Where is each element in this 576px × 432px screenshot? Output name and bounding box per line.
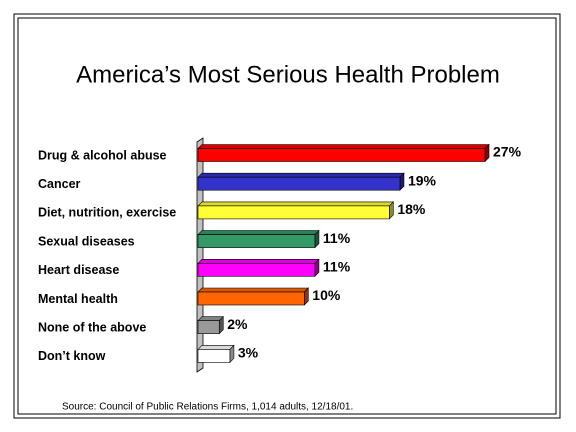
value-label: 11% <box>323 230 351 246</box>
bar-top <box>197 230 320 235</box>
chart-title: America’s Most Serious Health Problem <box>76 61 500 88</box>
bar <box>197 320 220 335</box>
bar-top <box>197 144 490 149</box>
bar <box>197 262 316 277</box>
bar-top <box>197 287 310 293</box>
bar-top <box>197 258 320 264</box>
axis-wall <box>196 137 204 373</box>
value-label: 11% <box>323 259 351 275</box>
bar-top <box>197 345 235 350</box>
value-label: 3% <box>238 345 259 361</box>
bar-top <box>197 201 395 207</box>
category-label: None of the above <box>38 320 146 334</box>
bar <box>197 176 401 191</box>
frame-inner <box>17 17 557 415</box>
category-label: Diet, nutrition, exercise <box>38 206 176 220</box>
category-label: Sexual diseases <box>38 234 135 248</box>
value-label: 18% <box>397 201 426 217</box>
bar-top <box>197 172 405 178</box>
frame-outer <box>13 13 561 419</box>
bar <box>197 349 231 363</box>
bar <box>197 291 305 306</box>
category-label: Drug & alcohol abuse <box>38 148 167 162</box>
category-label: Mental health <box>38 292 118 306</box>
bar <box>197 205 390 220</box>
value-label: 10% <box>312 287 341 303</box>
value-label: 19% <box>408 172 437 188</box>
source-note: Source: Council of Public Relations Firm… <box>62 402 353 413</box>
bar <box>197 148 486 162</box>
value-label: 27% <box>493 144 522 160</box>
category-label: Heart disease <box>38 263 119 277</box>
bar <box>197 234 316 248</box>
category-label: Don’t know <box>38 349 106 363</box>
value-label: 2% <box>227 316 248 332</box>
category-label: Cancer <box>38 177 81 191</box>
